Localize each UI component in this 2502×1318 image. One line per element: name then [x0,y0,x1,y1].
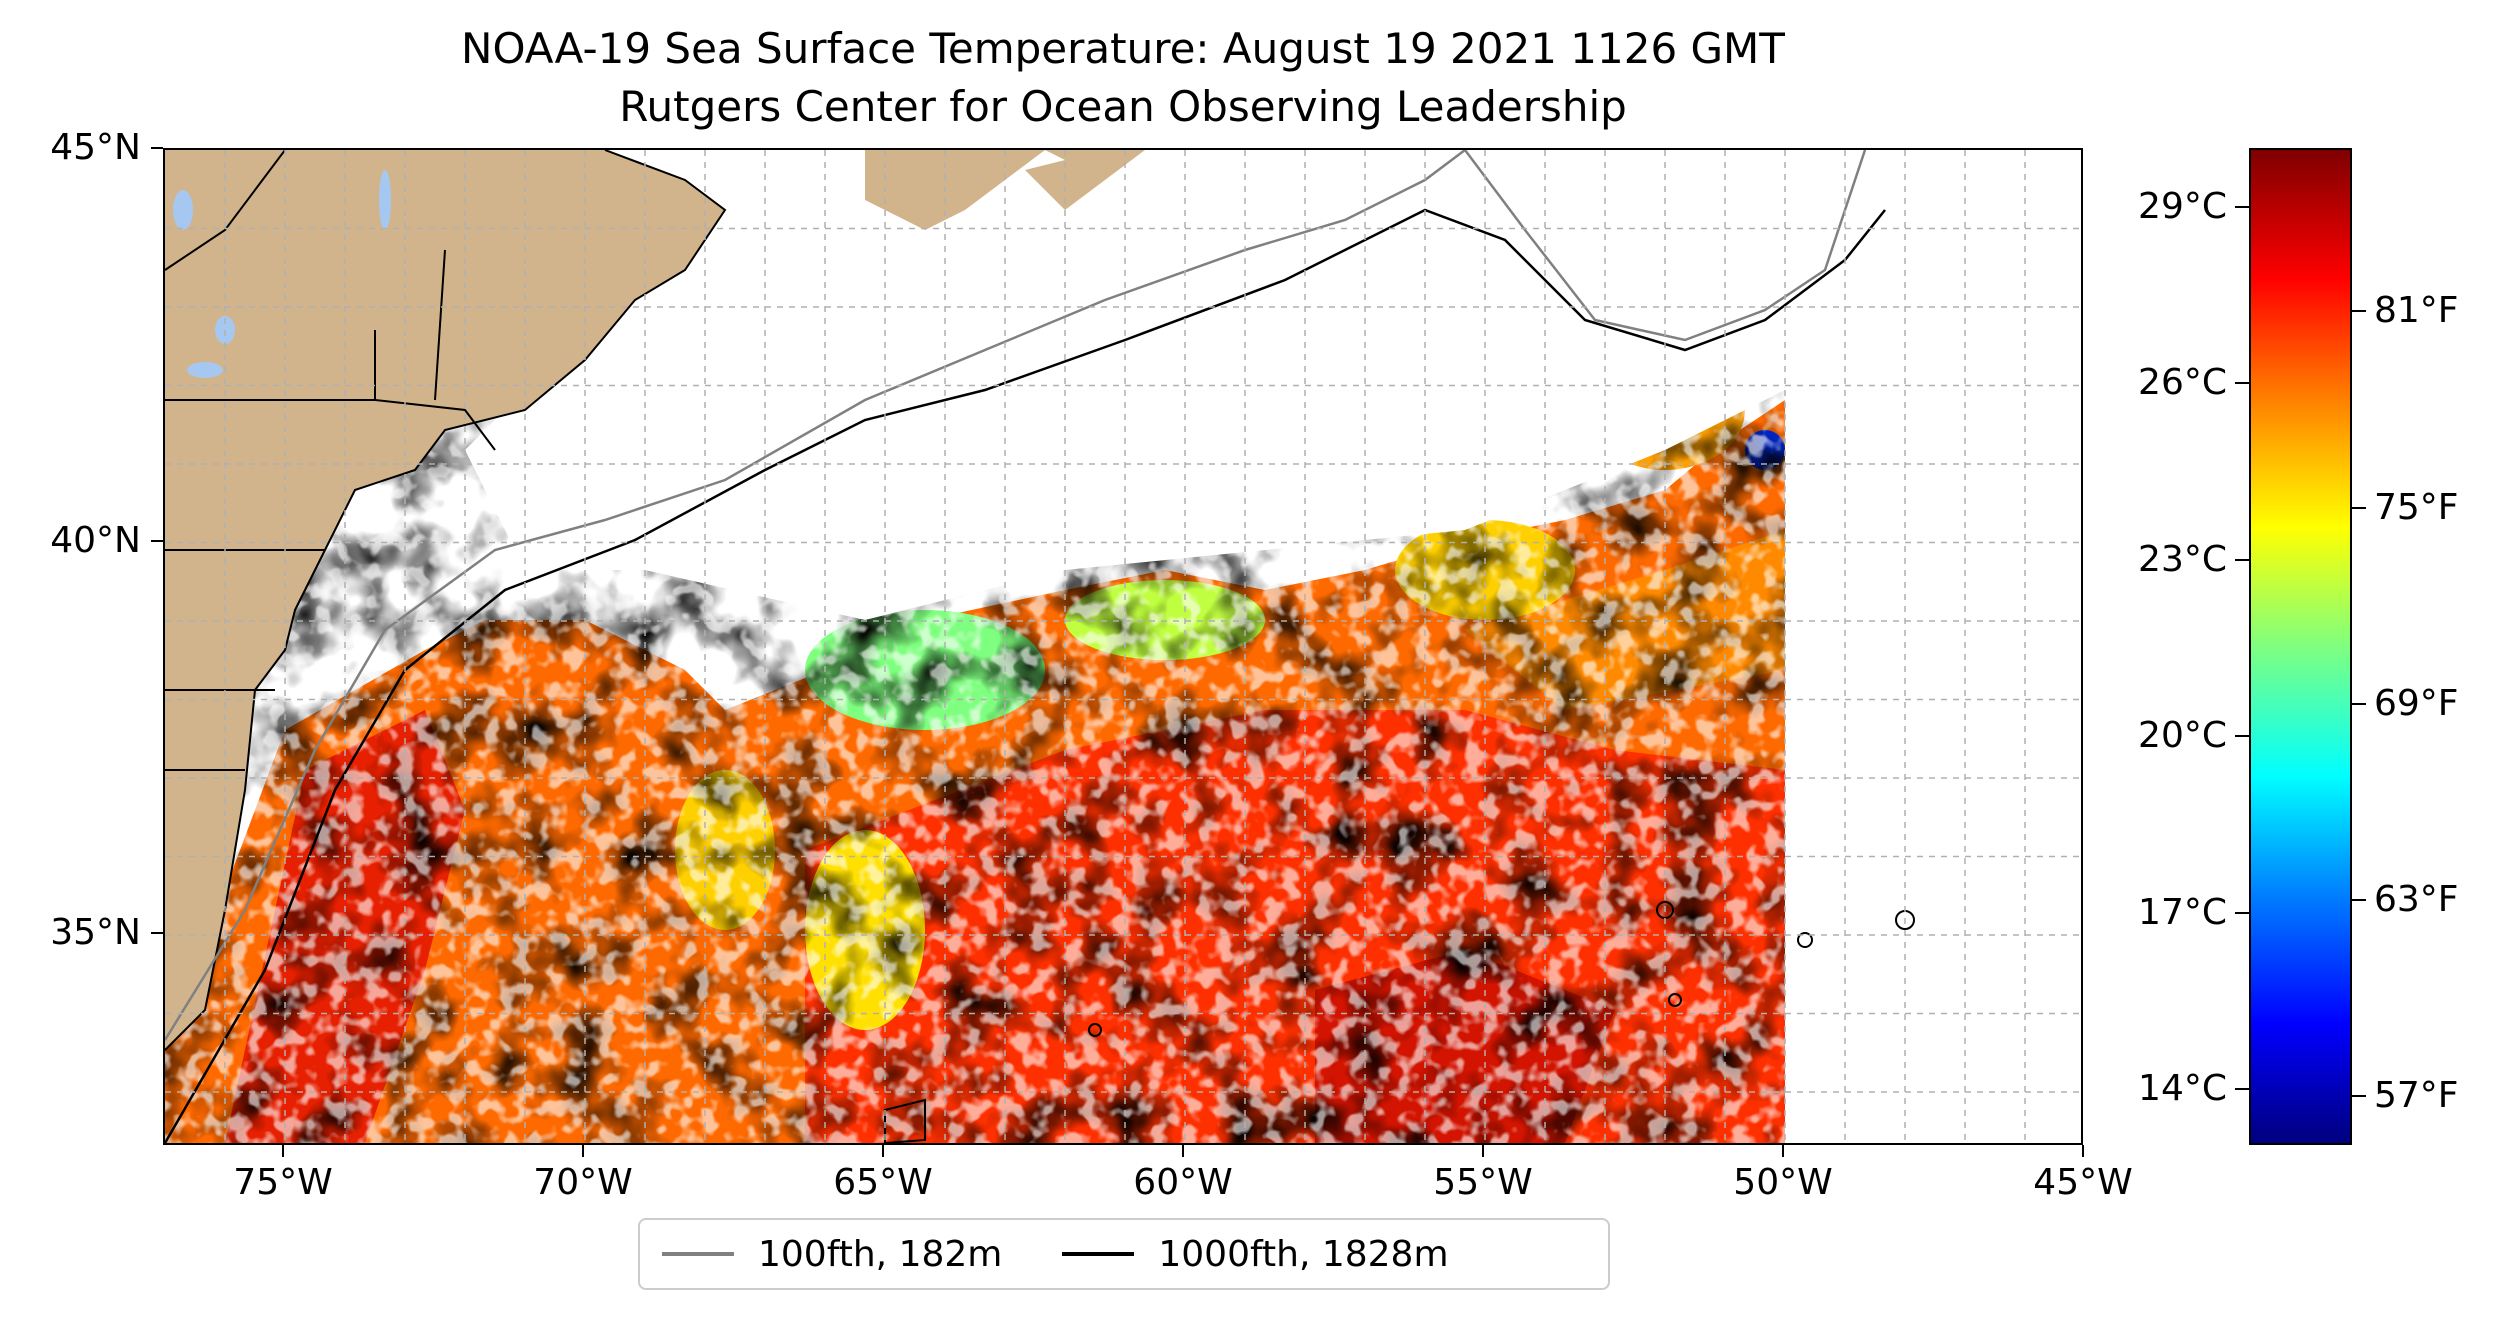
gridlines [165,150,2081,1143]
colorbar-c-label: 26°C [2138,362,2227,404]
colorbar-c-tick [2235,382,2249,385]
x-tick-mark [1182,1145,1184,1157]
colorbar-c-label: 29°C [2138,185,2227,227]
colorbar-f-tick [2352,702,2366,705]
colorbar-c-tick [2235,1088,2249,1091]
legend-swatch-100fth [662,1252,734,1256]
colorbar-f-tick [2352,506,2366,509]
y-tick-label: 45°N [50,127,141,168]
x-tick-label: 55°W [1433,1162,1533,1203]
x-tick-label: 45°W [2033,1162,2133,1203]
legend: 100fth, 182m 1000fth, 1828m [638,1218,1610,1290]
x-tick-mark [582,1145,584,1157]
colorbar-c-label: 20°C [2138,715,2227,757]
isobath-100fth [165,150,1466,1041]
y-tick-mark [151,147,163,149]
legend-swatch-1000fth [1062,1252,1135,1256]
x-tick-label: 75°W [233,1162,333,1203]
x-tick-label: 60°W [1133,1162,1233,1203]
x-tick-label: 50°W [1733,1162,1833,1203]
colorbar-c-tick [2235,735,2249,738]
map-subtitle: Rutgers Center for Ocean Observing Leade… [619,82,1627,131]
coastline [165,150,727,1051]
colorbar-f-label: 81°F [2374,290,2459,332]
x-tick-mark [882,1145,884,1157]
colorbar-c-tick [2235,558,2249,561]
colorbar-c-label: 23°C [2138,538,2227,580]
map-canvas [165,150,2081,1143]
x-tick-mark [282,1145,284,1157]
legend-label-100fth: 100fth, 182m [758,1233,1003,1275]
colorbar [2249,148,2352,1145]
legend-item-1000fth: 1000fth, 1828m [1062,1233,1449,1275]
legend-label-1000fth: 1000fth, 1828m [1158,1233,1449,1275]
map-title: NOAA-19 Sea Surface Temperature: August … [461,24,1785,73]
x-tick-mark [1782,1145,1784,1157]
colorbar-f-label: 75°F [2374,486,2459,528]
colorbar-f-tick [2352,310,2366,313]
colorbar-f-label: 69°F [2374,682,2459,724]
x-tick-mark [1482,1145,1484,1157]
isobath-1000fth [165,208,1886,1143]
x-tick-label: 65°W [833,1162,933,1203]
sst-map[interactable] [163,148,2083,1145]
colorbar-c-label: 14°C [2138,1068,2227,1110]
y-tick-label: 40°N [50,519,141,561]
colorbar-f-tick [2352,1094,2366,1097]
colorbar-f-tick [2352,898,2366,901]
land [165,150,1145,1050]
colorbar-c-tick [2235,911,2249,914]
legend-item-100fth: 100fth, 182m [662,1234,1002,1275]
y-tick-label: 35°N [50,912,141,954]
colorbar-c-tick [2235,205,2249,208]
y-tick-mark [151,539,163,542]
x-tick-label: 70°W [533,1162,633,1203]
y-tick-mark [151,932,163,935]
x-tick-mark [2082,1145,2084,1157]
colorbar-f-label: 63°F [2374,878,2459,920]
colorbar-c-label: 17°C [2138,891,2227,933]
colorbar-f-label: 57°F [2374,1074,2459,1116]
isobath-100fth-north [1464,150,1867,342]
